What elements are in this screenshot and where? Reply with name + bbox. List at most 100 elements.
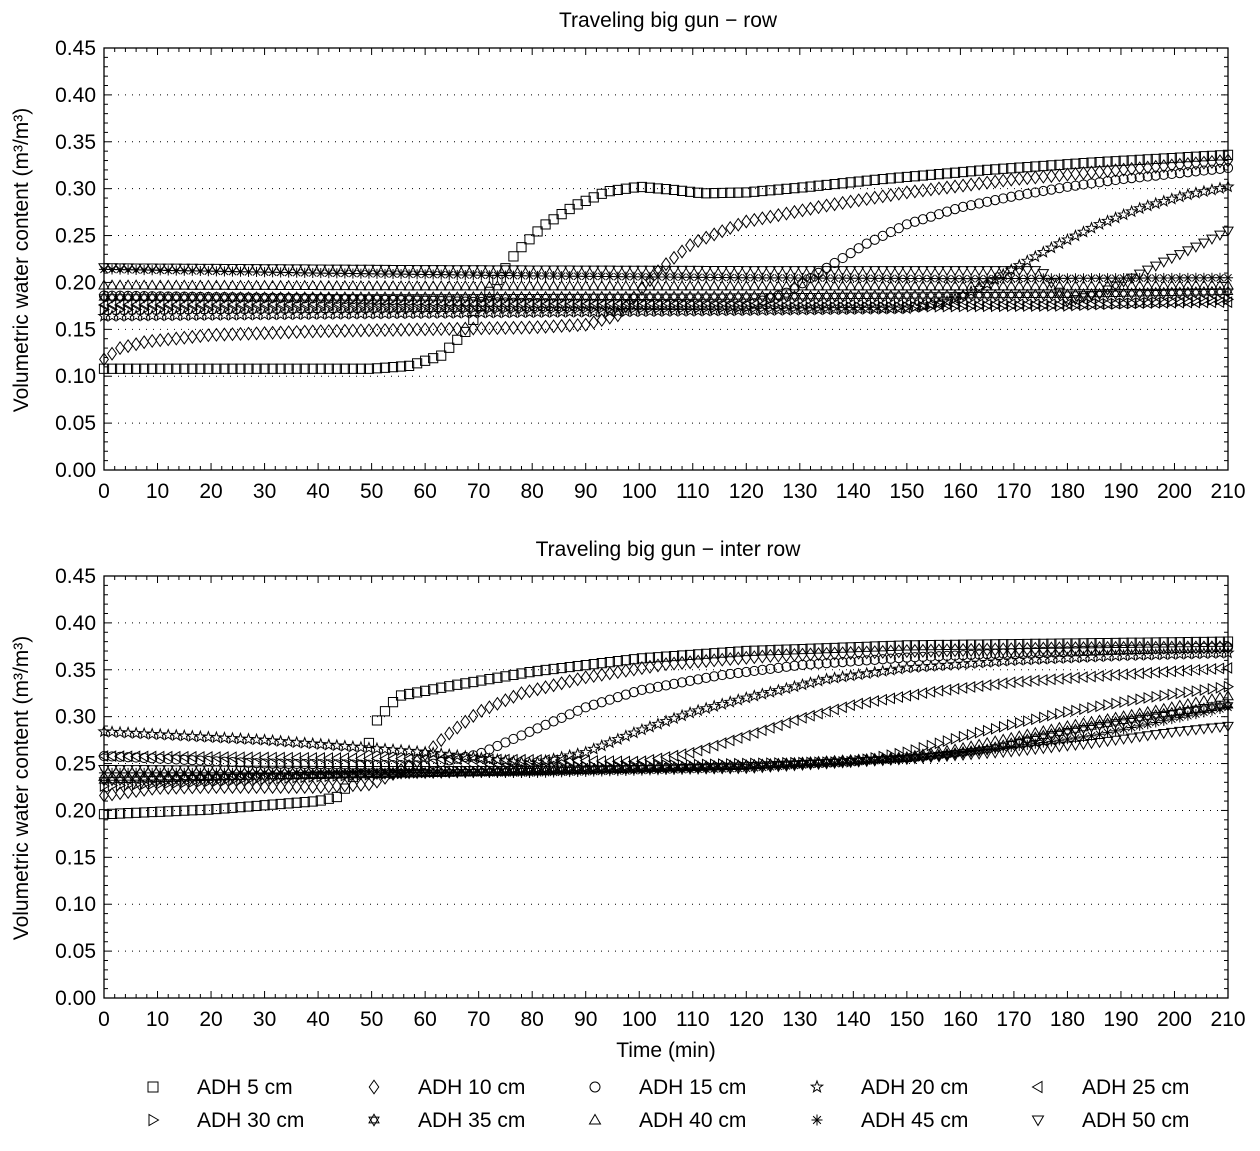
data-point bbox=[773, 761, 784, 772]
data-point bbox=[500, 693, 511, 708]
data-point bbox=[853, 289, 865, 303]
data-point bbox=[1110, 163, 1121, 178]
data-point bbox=[844, 699, 855, 712]
data-point bbox=[692, 280, 705, 291]
data-point bbox=[957, 266, 969, 277]
data-point bbox=[267, 325, 278, 340]
data-point bbox=[742, 301, 753, 314]
data-point bbox=[941, 280, 953, 291]
data-point bbox=[1157, 194, 1171, 207]
data-point bbox=[701, 672, 712, 684]
data-point bbox=[701, 301, 713, 314]
data-point bbox=[596, 312, 607, 328]
data-point bbox=[540, 290, 552, 304]
data-point bbox=[516, 290, 527, 304]
data-point bbox=[106, 767, 118, 778]
data-point bbox=[275, 325, 286, 340]
data-point bbox=[870, 301, 881, 313]
data-point bbox=[1077, 671, 1088, 684]
data-point bbox=[1109, 279, 1122, 291]
data-point bbox=[420, 767, 431, 778]
data-point bbox=[307, 767, 318, 778]
data-point bbox=[853, 655, 864, 667]
data-point bbox=[716, 764, 729, 775]
data-point bbox=[837, 195, 848, 210]
data-point bbox=[1119, 297, 1130, 310]
data-point bbox=[820, 759, 833, 770]
data-point bbox=[797, 647, 808, 662]
data-point bbox=[1037, 725, 1050, 736]
data-point bbox=[130, 263, 143, 274]
data-point bbox=[1086, 178, 1097, 189]
data-point bbox=[420, 355, 431, 366]
data-point bbox=[940, 658, 954, 671]
data-point bbox=[1127, 297, 1138, 310]
data-point bbox=[693, 233, 704, 248]
data-point bbox=[997, 266, 1010, 277]
data-point bbox=[419, 291, 431, 304]
data-point bbox=[604, 657, 615, 668]
data-point bbox=[1118, 644, 1129, 655]
data-point bbox=[275, 798, 286, 810]
data-point bbox=[1141, 279, 1154, 290]
data-point bbox=[1005, 280, 1018, 291]
data-point bbox=[764, 762, 777, 773]
data-point bbox=[1133, 201, 1147, 215]
data-point bbox=[227, 767, 238, 778]
data-point bbox=[234, 765, 247, 776]
data-point bbox=[1189, 725, 1202, 736]
data-point bbox=[187, 767, 198, 778]
data-point bbox=[998, 173, 1009, 188]
data-point bbox=[580, 195, 591, 206]
data-point bbox=[467, 765, 480, 777]
data-point bbox=[836, 280, 849, 291]
data-point bbox=[275, 291, 287, 304]
data-point bbox=[1077, 739, 1090, 751]
data-point bbox=[805, 272, 816, 284]
data-point bbox=[813, 200, 824, 215]
data-point bbox=[1190, 708, 1201, 720]
data-point bbox=[532, 290, 543, 304]
data-point bbox=[1149, 196, 1163, 210]
data-point bbox=[958, 747, 969, 758]
data-point bbox=[934, 300, 946, 313]
data-point bbox=[1006, 273, 1017, 284]
data-point bbox=[982, 164, 993, 176]
data-point bbox=[700, 764, 713, 775]
data-point bbox=[805, 659, 816, 670]
data-point bbox=[790, 301, 801, 314]
data-point bbox=[982, 300, 994, 313]
data-point bbox=[837, 646, 848, 661]
data-point bbox=[1182, 643, 1193, 654]
data-point bbox=[644, 652, 656, 663]
data-point bbox=[154, 263, 167, 274]
data-point bbox=[428, 322, 439, 337]
data-point bbox=[508, 689, 519, 704]
data-point bbox=[170, 263, 183, 274]
data-point bbox=[580, 290, 592, 304]
data-point bbox=[1102, 640, 1113, 656]
y-tick-label: 0.00 bbox=[55, 459, 96, 482]
data-point bbox=[1198, 155, 1209, 170]
data-point bbox=[523, 765, 536, 777]
data-point bbox=[1102, 287, 1114, 301]
data-point bbox=[917, 273, 928, 284]
data-point bbox=[789, 660, 800, 671]
data-point bbox=[346, 739, 360, 753]
data-point bbox=[781, 648, 792, 663]
data-point bbox=[884, 663, 898, 676]
data-point bbox=[515, 765, 528, 777]
data-point bbox=[1021, 675, 1032, 687]
data-point bbox=[1158, 286, 1170, 300]
data-point bbox=[1143, 296, 1154, 309]
data-point bbox=[186, 291, 198, 304]
data-point bbox=[821, 198, 832, 213]
data-point bbox=[965, 649, 977, 660]
data-point bbox=[444, 342, 455, 353]
data-point bbox=[1054, 735, 1065, 746]
x-tick-label: 90 bbox=[574, 1008, 597, 1031]
data-point bbox=[1142, 272, 1153, 284]
data-point bbox=[299, 797, 310, 808]
data-point bbox=[805, 201, 816, 216]
data-point bbox=[876, 664, 890, 677]
